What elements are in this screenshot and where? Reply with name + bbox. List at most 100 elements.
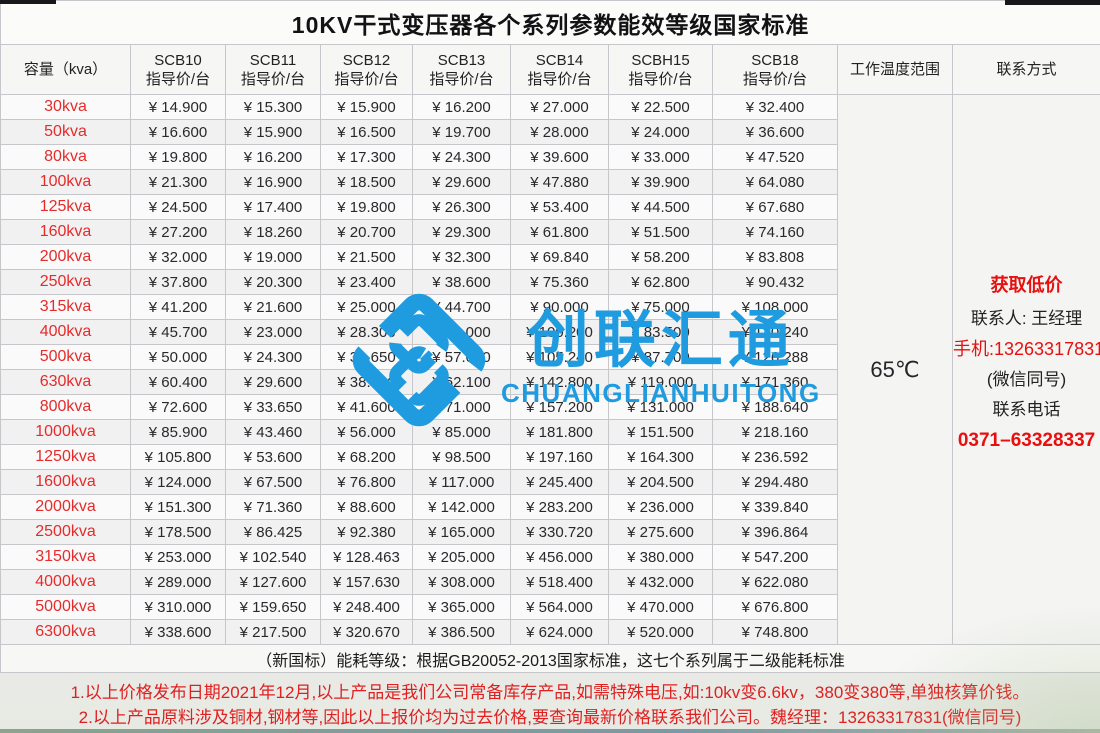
price-cell: ¥ 108.000: [712, 294, 838, 320]
price-cell: ¥ 236.592: [712, 444, 838, 470]
price-cell: ¥ 17.400: [225, 194, 321, 220]
price-cell: ¥ 248.400: [320, 594, 413, 620]
price-cell: ¥ 57.000: [412, 344, 511, 370]
price-cell: ¥ 127.600: [225, 569, 321, 595]
price-cell: ¥ 470.000: [608, 594, 713, 620]
price-cell: ¥ 29.600: [412, 169, 511, 195]
price-cell: ¥ 564.000: [510, 594, 609, 620]
price-cell: ¥ 204.500: [608, 469, 713, 495]
price-cell: ¥ 67.680: [712, 194, 838, 220]
price-cell: ¥ 32.000: [130, 244, 226, 270]
column-header-scb12: SCB12 指导价/台: [320, 44, 413, 95]
price-cell: ¥ 624.000: [510, 619, 609, 645]
price-cell: ¥ 131.000: [608, 394, 713, 420]
price-cell: ¥ 90.000: [510, 294, 609, 320]
price-cell: ¥ 151.500: [608, 419, 713, 445]
price-cell: ¥ 171.360: [712, 369, 838, 395]
price-cell: ¥ 105.800: [130, 444, 226, 470]
price-cell: ¥ 20.700: [320, 219, 413, 245]
price-cell: ¥ 117.000: [412, 469, 511, 495]
column-header-scb14: SCB14 指导价/台: [510, 44, 609, 95]
price-cell: ¥ 36.600: [712, 119, 838, 145]
column-header-scb18: SCB18 指导价/台: [712, 44, 838, 95]
price-cell: ¥ 338.600: [130, 619, 226, 645]
price-cell: ¥ 547.200: [712, 544, 838, 570]
price-cell: ¥ 23.000: [225, 319, 321, 345]
price-cell: ¥ 29.600: [225, 369, 321, 395]
price-cell: ¥ 48.000: [412, 319, 511, 345]
price-cell: ¥ 19.000: [225, 244, 321, 270]
price-cell: ¥ 33.000: [608, 144, 713, 170]
price-cell: ¥ 330.720: [510, 519, 609, 545]
price-cell: ¥ 47.520: [712, 144, 838, 170]
price-cell: ¥ 142.800: [510, 369, 609, 395]
price-cell: ¥ 32.400: [712, 94, 838, 120]
temperature-value: 65℃: [837, 94, 953, 645]
price-cell: ¥ 236.000: [608, 494, 713, 520]
price-cell: ¥ 44.500: [608, 194, 713, 220]
price-cell: ¥ 24.300: [225, 344, 321, 370]
price-cell: ¥ 98.500: [412, 444, 511, 470]
price-cell: ¥ 71.000: [412, 394, 511, 420]
price-cell: ¥ 86.425: [225, 519, 321, 545]
price-cell: ¥ 294.480: [712, 469, 838, 495]
price-cell: ¥ 28.300: [320, 319, 413, 345]
price-cell: ¥ 16.600: [130, 119, 226, 145]
price-cell: ¥ 85.900: [130, 419, 226, 445]
price-cell: ¥ 16.200: [225, 144, 321, 170]
price-cell: ¥ 386.500: [412, 619, 511, 645]
price-cell: ¥ 21.500: [320, 244, 413, 270]
price-cell: ¥ 365.000: [412, 594, 511, 620]
price-cell: ¥ 188.640: [712, 394, 838, 420]
price-cell: ¥ 253.000: [130, 544, 226, 570]
price-cell: ¥ 320.670: [320, 619, 413, 645]
price-cell: ¥ 142.000: [412, 494, 511, 520]
price-cell: ¥ 19.800: [320, 194, 413, 220]
price-cell: ¥ 178.500: [130, 519, 226, 545]
price-cell: ¥ 21.300: [130, 169, 226, 195]
price-cell: ¥ 58.200: [608, 244, 713, 270]
price-cell: ¥ 85.000: [412, 419, 511, 445]
contact-cell: 获取低价 联系人: 王经理 手机:13263317831 (微信同号) 联系电话…: [951, 94, 1100, 645]
price-cell: ¥ 60.400: [130, 369, 226, 395]
capacity-cell: 4000kva: [0, 569, 131, 595]
promo-text: 获取低价: [990, 275, 1063, 295]
capacity-cell: 100kva: [0, 169, 131, 195]
price-cell: ¥ 181.800: [510, 419, 609, 445]
page-corner-mark-left: [0, 0, 56, 4]
capacity-cell: 50kva: [0, 119, 131, 145]
price-cell: ¥ 164.300: [608, 444, 713, 470]
capacity-cell: 30kva: [0, 94, 131, 120]
price-cell: ¥ 87.700: [608, 344, 713, 370]
column-header-temperature: 工作温度范围: [837, 44, 953, 95]
capacity-cell: 2000kva: [0, 494, 131, 520]
page-title: 10KV干式变压器各个系列参数能效等级国家标准: [0, 0, 1100, 45]
price-cell: ¥ 37.800: [130, 269, 226, 295]
price-cell: ¥ 520.000: [608, 619, 713, 645]
price-cell: ¥ 126.288: [712, 344, 838, 370]
bottom-edge-strip: [0, 729, 1100, 733]
price-cell: ¥ 14.900: [130, 94, 226, 120]
price-cell: ¥ 25.000: [320, 294, 413, 320]
price-table: 10KV干式变压器各个系列参数能效等级国家标准 容量（kva） SCB10 指导价…: [0, 0, 1100, 673]
price-cell: ¥ 76.800: [320, 469, 413, 495]
price-cell: ¥ 68.200: [320, 444, 413, 470]
price-cell: ¥ 39.600: [510, 144, 609, 170]
contact-block: 获取低价 联系人: 王经理 手机:13263317831 (微信同号) 联系电话…: [954, 275, 1100, 450]
price-cell: ¥ 159.650: [225, 594, 321, 620]
column-header-capacity: 容量（kva）: [0, 44, 131, 95]
price-cell: ¥ 456.000: [510, 544, 609, 570]
price-cell: ¥ 19.700: [412, 119, 511, 145]
price-cell: ¥ 28.000: [510, 119, 609, 145]
price-cell: ¥ 92.380: [320, 519, 413, 545]
price-cell: ¥ 33.650: [225, 394, 321, 420]
price-cell: ¥ 24.300: [412, 144, 511, 170]
price-cell: ¥ 22.500: [608, 94, 713, 120]
price-cell: ¥ 218.160: [712, 419, 838, 445]
note-line-1: 1.以上价格发布日期2021年12月,以上产品是我们公司常备库存产品,如需特殊电…: [70, 683, 1030, 702]
price-cell: ¥ 18.500: [320, 169, 413, 195]
price-cell: ¥ 30.650: [320, 344, 413, 370]
price-cell: ¥ 71.360: [225, 494, 321, 520]
price-cell: ¥ 83.500: [608, 319, 713, 345]
